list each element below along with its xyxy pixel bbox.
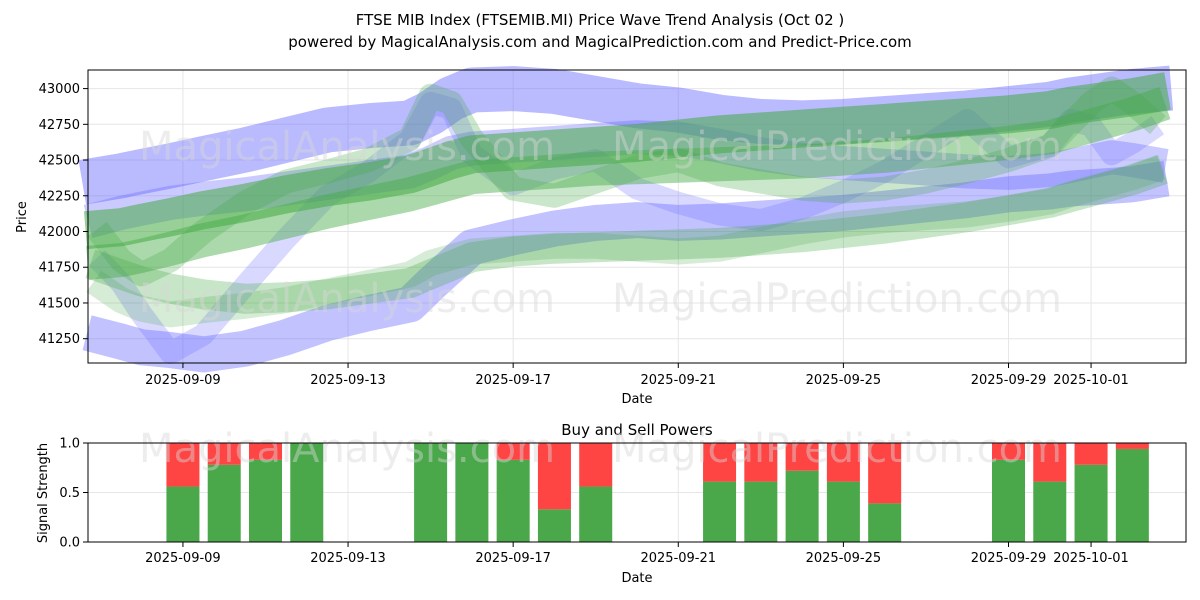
price-y-tick-label: 43000 [39, 82, 80, 97]
sell-bar [991, 443, 1026, 460]
buy-bar [1115, 448, 1149, 542]
buy-bar [991, 459, 1026, 542]
buy-bar [1074, 464, 1108, 542]
sell-bar [1033, 443, 1067, 482]
price-y-tick-label: 41750 [39, 261, 80, 276]
wave-band-green-low-wave [86, 154, 1166, 328]
signal-bars [166, 443, 1149, 542]
price-x-tick-label: 2025-09-21 [640, 373, 716, 388]
signal-y-tick-label: 1.0 [59, 437, 80, 452]
price-plot: MagicalAnalysis.com MagicalPrediction.co… [15, 65, 1187, 407]
wave-band-green-lower [85, 155, 1168, 314]
wave-band-blue-wave [88, 91, 1165, 364]
sell-bar [826, 443, 860, 482]
signal-x-tick-label: 2025-09-25 [806, 551, 882, 566]
price-y-tick-label: 41500 [39, 296, 80, 311]
sell-bar [248, 443, 283, 460]
price-y-label: Price [15, 201, 30, 233]
price-y-tick-label: 42500 [39, 154, 80, 169]
wave-band-blue-lower [82, 160, 1170, 373]
price-y-tick-label: 42250 [39, 189, 80, 204]
watermark-analysis-mid: MagicalAnalysis.com [139, 276, 555, 322]
sell-bar [537, 443, 571, 510]
price-x-axis: 2025-09-09 2025-09-13 2025-09-17 2025-09-21… [145, 363, 1129, 388]
price-y-tick-label: 42000 [39, 225, 80, 240]
sell-bar [579, 443, 613, 487]
watermark-prediction-top: MagicalPrediction.com [612, 124, 1062, 170]
signal-x-tick-label: 2025-09-21 [640, 551, 716, 566]
price-plot-frame [87, 69, 1187, 364]
signal-y-axis: 0.0 0.5 1.0 [59, 437, 88, 551]
sell-bar [207, 443, 241, 465]
signal-x-tick-label: 2025-09-29 [971, 551, 1047, 566]
wave-band-green-wave [87, 76, 1166, 287]
signal-y-tick-label: 0.0 [59, 536, 80, 551]
watermark-analysis-bottom: MagicalAnalysis.com [139, 426, 555, 472]
sell-bar [1115, 443, 1149, 449]
wave-band-green-upper [83, 72, 1171, 250]
chart-title: FTSE MIB Index (FTSEMIB.MI) Price Wave T… [356, 11, 845, 29]
signal-y-tick-label: 0.5 [59, 486, 80, 501]
price-x-tick-label: 2025-09-13 [310, 373, 386, 388]
price-x-tick-label: 2025-09-09 [145, 373, 221, 388]
price-x-tick-label: 2025-10-01 [1053, 373, 1129, 388]
watermark-prediction-bottom: MagicalPrediction.com [612, 426, 1062, 472]
sell-bar [868, 443, 902, 504]
signal-x-tick-label: 2025-09-17 [475, 551, 551, 566]
buy-bar [703, 481, 737, 542]
wave-band-green-mid [86, 86, 1171, 280]
buy-bar [785, 470, 819, 542]
signal-x-tick-label: 2025-09-09 [145, 551, 221, 566]
buy-bar [537, 509, 571, 542]
sell-bar [166, 443, 200, 487]
buy-bar [414, 443, 448, 542]
buy-bar [455, 443, 489, 542]
buy-bar [579, 486, 613, 542]
buy-bar [166, 486, 200, 542]
price-y-axis: 41250 41500 41750 42000 42250 42500 42750 43000 [39, 82, 88, 347]
signal-x-tick-label: 2025-10-01 [1053, 551, 1129, 566]
buy-bar [207, 464, 241, 542]
sell-bar [703, 443, 737, 482]
sell-bar [496, 443, 530, 460]
chart-subtitle: powered by MagicalAnalysis.com and Magic… [288, 33, 912, 51]
signal-x-label: Date [621, 571, 652, 586]
buy-bar [496, 459, 530, 542]
watermark-prediction-mid: MagicalPrediction.com [612, 276, 1062, 322]
buy-bar [744, 481, 778, 542]
buy-bar [826, 481, 860, 542]
wave-bands [78, 65, 1174, 373]
watermark-analysis-top: MagicalAnalysis.com [139, 124, 555, 170]
price-x-tick-label: 2025-09-29 [971, 373, 1047, 388]
price-x-label: Date [621, 392, 652, 407]
buy-bar [1033, 481, 1067, 542]
price-x-tick-label: 2025-09-17 [475, 373, 551, 388]
signal-x-tick-label: 2025-09-13 [310, 551, 386, 566]
signal-x-axis: 2025-09-09 2025-09-13 2025-09-17 2025-09-21… [145, 542, 1129, 566]
price-x-tick-label: 2025-09-25 [806, 373, 882, 388]
signal-y-label: Signal Strength [36, 443, 51, 543]
signal-plot: Buy and Sell Powers MagicalAnalysis.com … [36, 421, 1187, 586]
price-y-tick-label: 41250 [39, 332, 80, 347]
buy-bar [290, 443, 324, 542]
buy-bar [248, 459, 283, 542]
signal-title: Buy and Sell Powers [561, 421, 713, 439]
sell-bar [744, 443, 778, 482]
buy-bar [868, 503, 902, 542]
sell-bar [785, 443, 819, 471]
price-y-tick-label: 42750 [39, 118, 80, 133]
sell-bar [1074, 443, 1108, 465]
